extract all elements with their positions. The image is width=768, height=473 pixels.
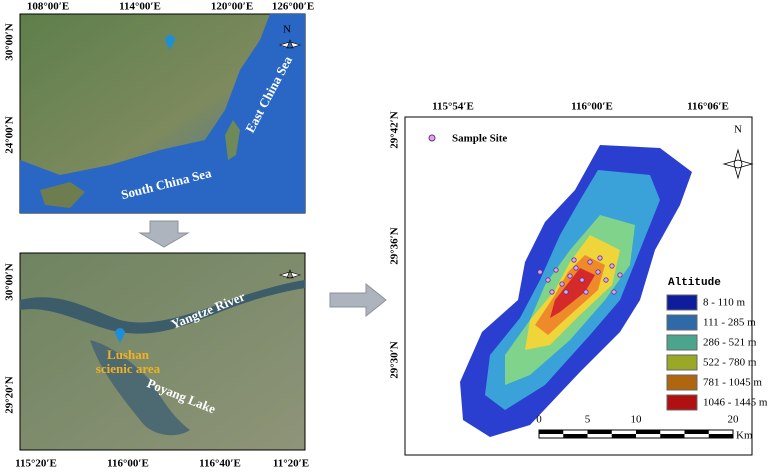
north-arrow — [722, 148, 754, 180]
scale-label: 10 — [631, 414, 643, 426]
legend-label: 1046 - 1445 m — [703, 397, 768, 409]
legend-label: 522 - 780 m — [703, 357, 757, 369]
lat-label: 29°20′N — [4, 376, 16, 413]
scale-label: 0 — [536, 414, 542, 426]
lat-label: 29°36′N — [389, 227, 401, 264]
lat-label: 24°00′N — [4, 116, 16, 153]
island — [40, 182, 85, 208]
lat-label: 29°30′N — [389, 341, 401, 378]
lon-label: 108°00′E — [27, 1, 69, 13]
lon-label: 116°40′E — [199, 458, 241, 470]
overview-map: South China Sea East China Sea N — [19, 13, 306, 214]
place-label: Lushan — [107, 347, 150, 362]
legend-swatch — [666, 294, 698, 311]
scale-segment — [563, 434, 588, 438]
scale-label: 5 — [585, 414, 591, 426]
scale-segment — [539, 430, 564, 434]
legend-swatch — [666, 394, 698, 411]
study-area-map: Sample Site N Altitude 8 - 110 m 111 - 28… — [404, 116, 768, 456]
north-arrow — [278, 269, 302, 279]
lon-label: 116°00′E — [571, 101, 613, 113]
north-label: N — [734, 124, 742, 136]
scale-segment — [660, 434, 685, 438]
region-map: Yangtze River Lushan scienic area Poyang… — [19, 252, 306, 451]
legend: 8 - 110 m 111 - 285 m 286 - 521 m 522 - 780… — [666, 294, 768, 411]
legend-title: Altitude — [668, 277, 721, 289]
sample-sites — [537, 255, 623, 295]
scale-bar: 0 5 10 20 Km — [536, 414, 753, 442]
lon-label: 115°54′E — [432, 101, 474, 113]
arrow — [138, 220, 190, 248]
lake — [90, 340, 190, 436]
scale-frame — [538, 429, 734, 439]
scale-segment — [611, 434, 636, 438]
arrow — [329, 282, 387, 318]
lon-label: 116°00′E — [107, 458, 149, 470]
lat-label: 30°00′N — [4, 23, 16, 60]
legend-symbol — [428, 134, 436, 142]
scale-segment — [708, 434, 733, 438]
north-arrow — [278, 39, 302, 49]
legend-label: 781 - 1045 m — [703, 377, 762, 389]
scale-label: 20 — [728, 414, 740, 426]
legend-swatch — [666, 374, 698, 391]
island — [225, 120, 240, 160]
scale-segment — [684, 430, 709, 434]
lat-label: 29°42′N — [389, 111, 401, 148]
place-label: scienic area — [96, 361, 161, 376]
location-pin — [165, 35, 175, 50]
legend-swatch — [666, 334, 698, 351]
lon-label: 114°00′E — [119, 1, 161, 13]
lon-label: 126°00′E — [272, 1, 314, 13]
legend-label: 8 - 110 m — [703, 297, 746, 309]
lon-label: 120°00′E — [211, 1, 253, 13]
legend-label: Sample Site — [452, 133, 507, 145]
legend-label: 111 - 285 m — [703, 317, 756, 329]
scale-unit: Km — [736, 430, 753, 442]
lon-label: 116°06′E — [687, 101, 729, 113]
lon-label: 115°20′E — [15, 458, 57, 470]
scale-segment — [636, 430, 661, 434]
lon-label: 11°20′E — [273, 458, 309, 470]
scale-segment — [587, 430, 612, 434]
legend-swatch — [666, 354, 698, 371]
legend-swatch — [666, 314, 698, 331]
location-pin — [115, 328, 125, 343]
lat-label: 30°00′N — [4, 263, 16, 300]
legend-label: 286 - 521 m — [703, 337, 757, 349]
sea — [20, 14, 305, 213]
river — [20, 280, 305, 334]
north-label: N — [283, 24, 291, 36]
